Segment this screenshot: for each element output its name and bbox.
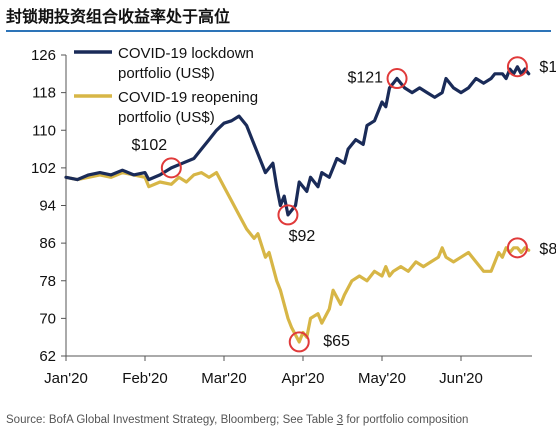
y-tick-label: 62 [39, 348, 56, 365]
annotation-label: $65 [323, 333, 350, 350]
y-tick-label: 118 [32, 85, 56, 102]
y-tick-label: 126 [31, 47, 56, 64]
x-tick-label: Mar'20 [201, 370, 246, 387]
source-note: Source: BofA Global Investment Strategy,… [6, 414, 468, 426]
x-tick-label: Jan'20 [44, 370, 88, 387]
source-prefix: Source: BofA Global Investment Strategy,… [6, 414, 337, 426]
annotation-label: $85 [539, 241, 556, 258]
y-tick-label: 110 [32, 122, 56, 139]
series-line-reopening [64, 171, 531, 344]
annotation-circle [506, 237, 528, 259]
annotation-label: $102 [132, 137, 168, 154]
x-tick-label: May'20 [358, 370, 406, 387]
chart-headline: 封锁期投资组合收益率处于高位 [6, 7, 231, 26]
annotation-label: $122 [539, 59, 556, 76]
legend: COVID-19 lockdown portfolio (US$) COVID-19… [74, 45, 258, 126]
table-link[interactable]: 3 [336, 414, 344, 426]
annotation-circle [386, 68, 408, 90]
series-layer [64, 65, 531, 344]
annotation-circle [160, 157, 182, 179]
annotation-label: $121 [347, 70, 383, 87]
annotation-circle [506, 56, 528, 78]
y-axis: 62 70 78 86 94 102 110 118 126 [31, 47, 67, 365]
legend-label: COVID-19 reopening portfolio (US$) [118, 89, 258, 126]
x-tick-label: Feb'20 [122, 370, 167, 387]
source-suffix: for portfolio composition [343, 414, 469, 426]
annotation-circle [277, 204, 299, 226]
y-tick-label: 70 [39, 310, 56, 327]
x-tick-label: Jun'20 [439, 370, 483, 387]
y-tick-label: 94 [39, 198, 56, 215]
y-tick-label: 86 [39, 235, 56, 252]
series-line-lockdown [64, 65, 531, 217]
line-chart: 62 70 78 86 94 102 110 118 126 Jan'20 Feb'20 Mar'2… [31, 45, 556, 387]
legend-label: COVID-19 lockdown portfolio (US$) [118, 45, 254, 82]
x-axis: Jan'20 Feb'20 Mar'20 Apr'20 May'20 Jun'20 [44, 355, 532, 387]
annotation-layer: $102 $92 $65 $121 $122 $85 [132, 56, 556, 353]
annotation-label: $92 [289, 228, 316, 245]
y-tick-label: 102 [31, 160, 56, 177]
annotation-circle [288, 331, 310, 353]
y-tick-label: 78 [39, 273, 56, 290]
headline-rule [6, 30, 551, 32]
x-tick-label: Apr'20 [282, 370, 325, 387]
